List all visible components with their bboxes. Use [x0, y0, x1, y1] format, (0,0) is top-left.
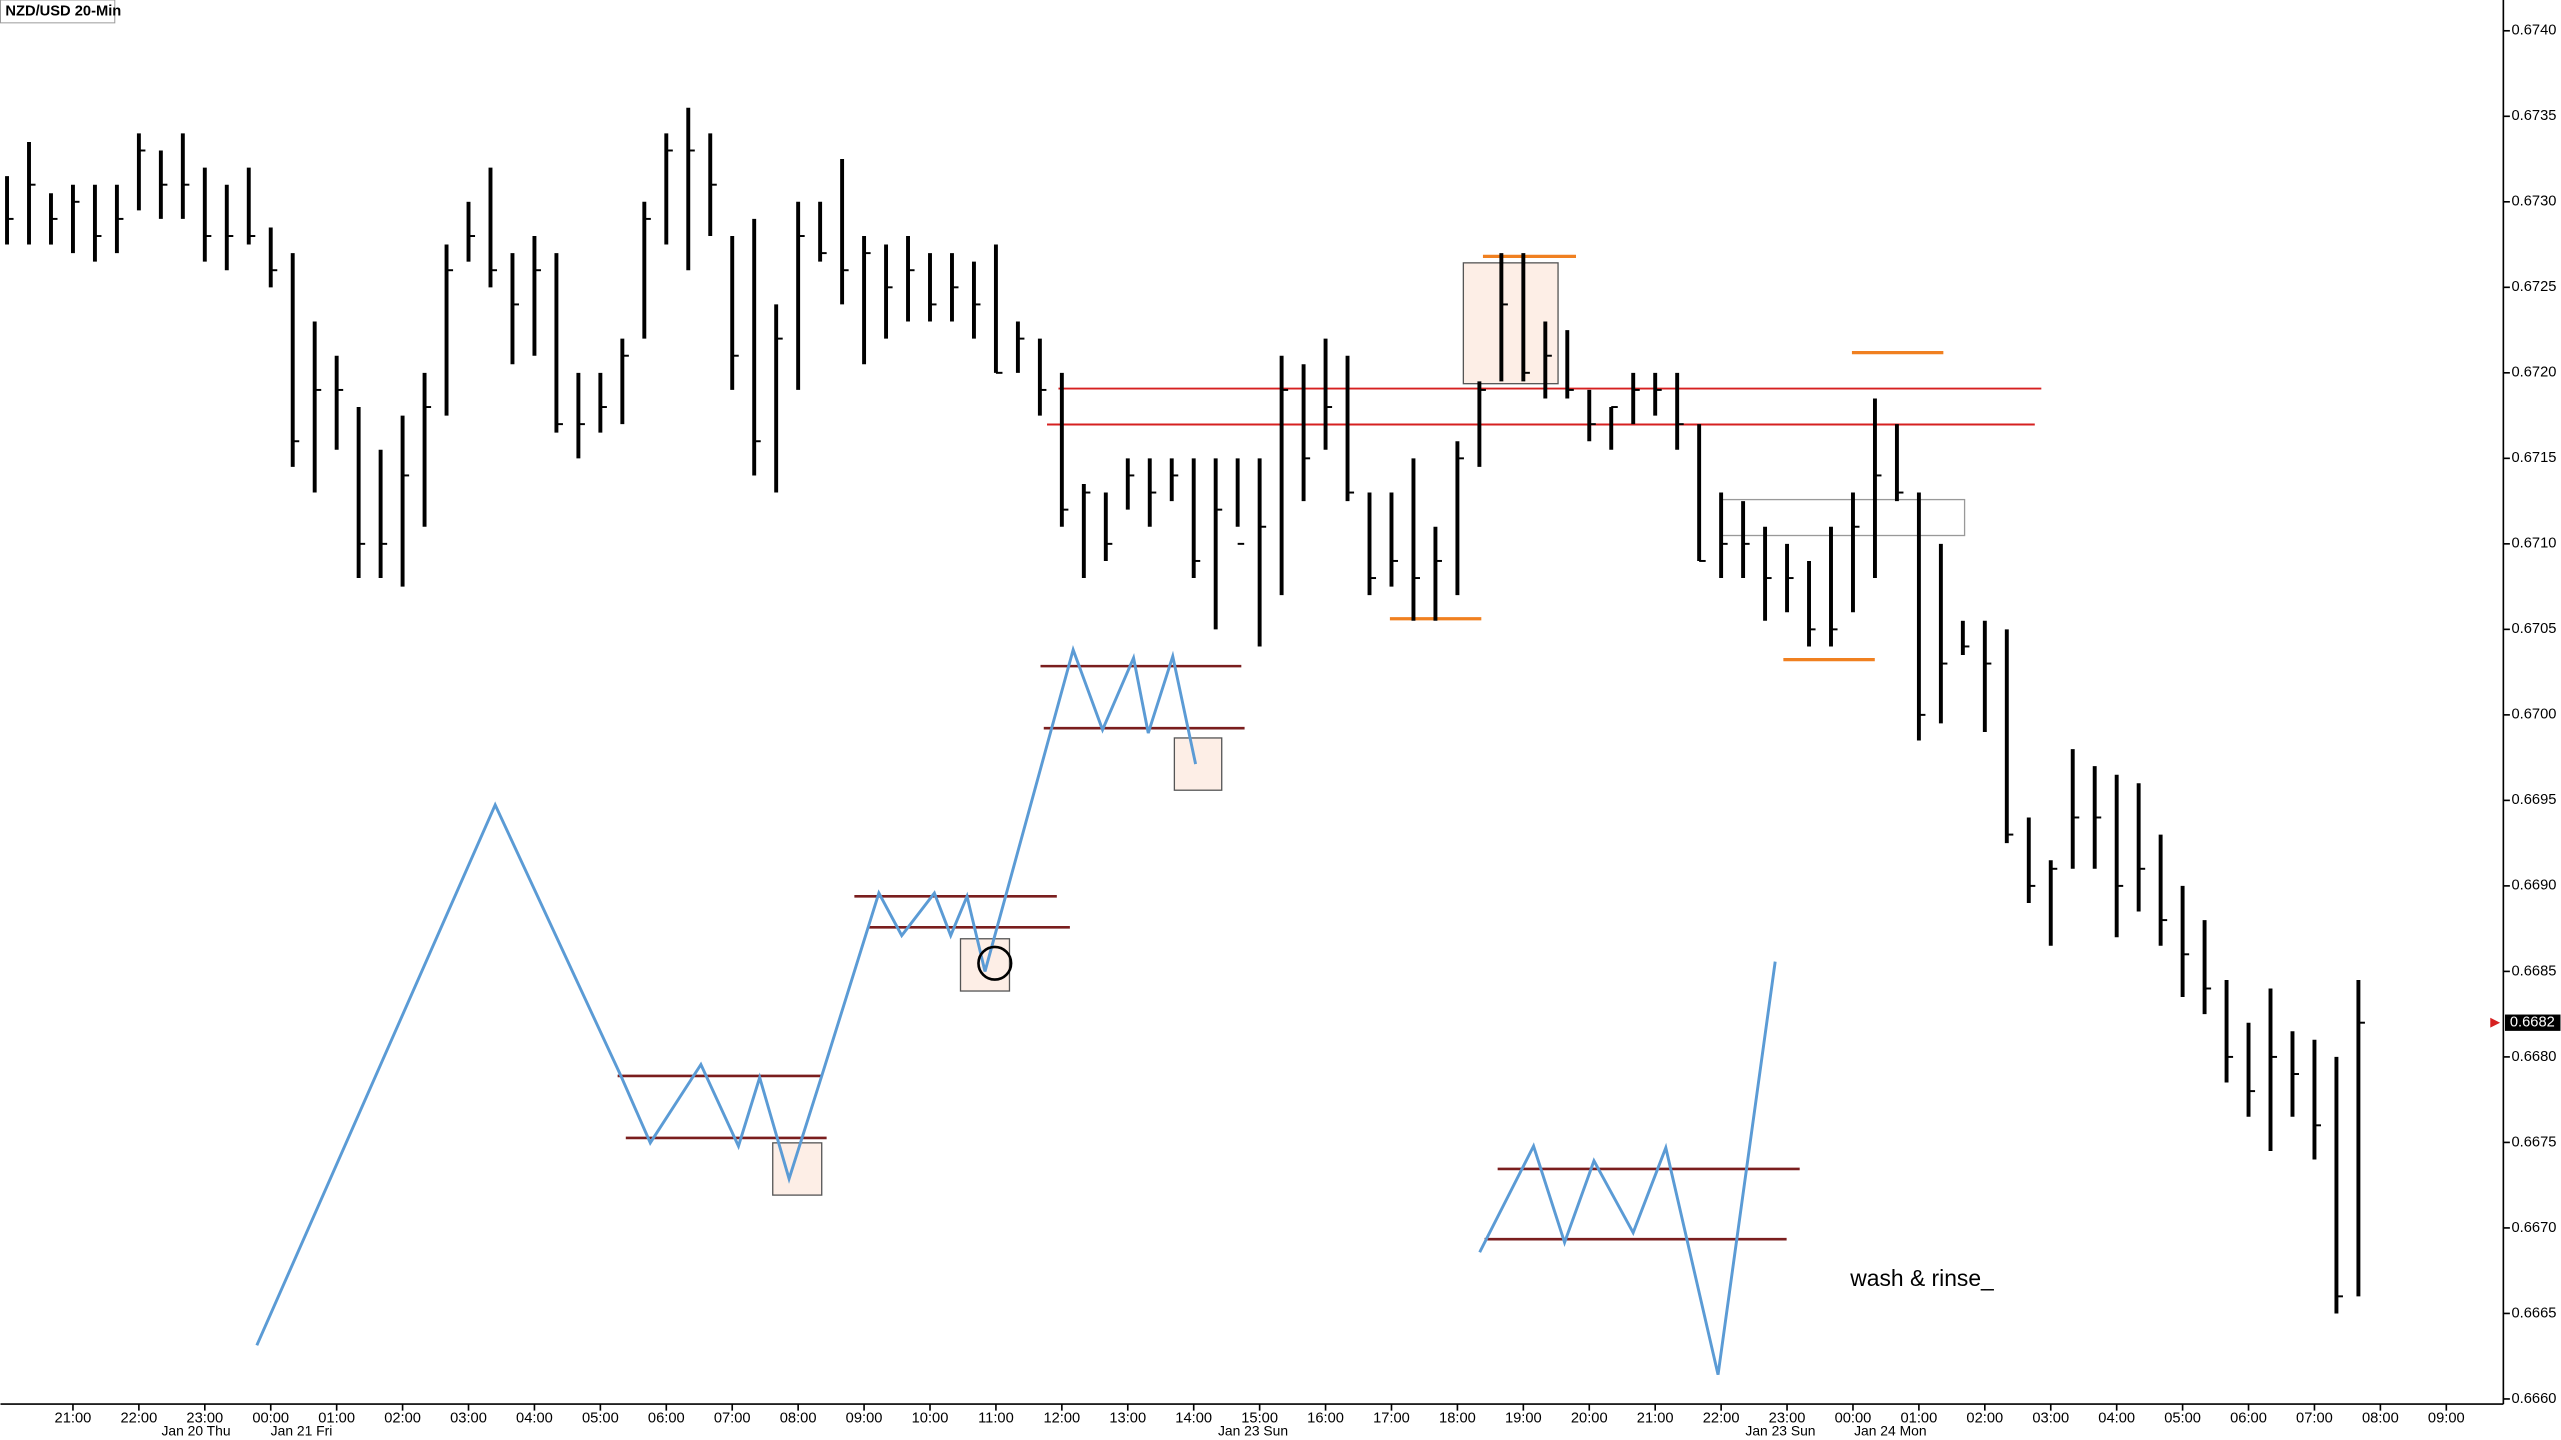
x-tick-label: 15:00	[1241, 1411, 1278, 1427]
date-label: Jan 24 Mon	[1854, 1422, 1926, 1438]
x-tick-label: 13:00	[1109, 1411, 1146, 1427]
y-tick-label: 0.6715	[2512, 450, 2557, 466]
x-tick-label: 20:00	[1571, 1411, 1608, 1427]
x-tick-label: 01:00	[318, 1411, 355, 1427]
x-tick-label: 16:00	[1307, 1411, 1344, 1427]
title-box	[0, 0, 116, 24]
sketch-path	[1478, 961, 1777, 1376]
x-tick-label: 03:00	[2032, 1411, 2069, 1427]
x-tick-label: 18:00	[1439, 1411, 1476, 1427]
y-tick-label: 0.6725	[2512, 279, 2557, 295]
date-label: Jan 23 Sun	[1218, 1422, 1288, 1438]
x-tick-label: 04:00	[2098, 1411, 2135, 1427]
y-tick-label: 0.6695	[2512, 792, 2557, 808]
x-tick-label: 23:00	[186, 1411, 223, 1427]
x-tick-label: 02:00	[384, 1411, 421, 1427]
y-tick-label: 0.6660	[2512, 1391, 2557, 1407]
x-tick-label: 22:00	[1703, 1411, 1740, 1427]
x-tick-label: 00:00	[1835, 1411, 1872, 1427]
y-tick-label: 0.6690	[2512, 878, 2557, 894]
y-tick-label: 0.6685	[2512, 963, 2557, 979]
x-tick-label: 04:00	[516, 1411, 553, 1427]
x-tick-label: 05:00	[2164, 1411, 2201, 1427]
x-tick-label: 11:00	[978, 1411, 1014, 1427]
drawings	[255, 254, 2042, 1376]
y-tick-label: 0.6710	[2512, 536, 2557, 552]
y-tick-label: 0.6735	[2512, 108, 2557, 124]
annotation: wash & rinse_	[1849, 1265, 1994, 1291]
x-tick-label: 12:00	[1043, 1411, 1080, 1427]
y-tick-label: 0.6700	[2512, 707, 2557, 723]
x-tick-label: 19:00	[1505, 1411, 1542, 1427]
x-tick-label: 22:00	[121, 1411, 158, 1427]
x-tick-label: 08:00	[2362, 1411, 2399, 1427]
x-tick-label: 08:00	[780, 1411, 817, 1427]
x-tick-label: 23:00	[1769, 1411, 1806, 1427]
chart-title: NZD/USD 20-Min	[5, 3, 121, 19]
last-price-arrow	[2490, 1017, 2501, 1028]
x-tick-label: 21:00	[55, 1411, 92, 1427]
x-tick-label: 03:00	[450, 1411, 487, 1427]
y-tick-label: 0.6720	[2512, 365, 2557, 381]
sketch-path	[255, 644, 1198, 1346]
highlight-box	[959, 938, 1011, 992]
last-price-box	[2504, 1014, 2561, 1031]
x-tick-label: 05:00	[582, 1411, 619, 1427]
x-tick-label: 06:00	[2230, 1411, 2267, 1427]
date-label: Jan 20 Thu	[161, 1422, 230, 1438]
y-tick-label: 0.6665	[2512, 1305, 2557, 1321]
x-tick-label: 01:00	[1901, 1411, 1938, 1427]
date-label: Jan 23 Sun	[1745, 1422, 1815, 1438]
x-tick-label: 09:00	[846, 1411, 883, 1427]
x-tick-label: 00:00	[252, 1411, 289, 1427]
x-tick-label: 07:00	[714, 1411, 751, 1427]
y-tick-label: 0.6680	[2512, 1049, 2557, 1065]
x-tick-label: 14:00	[1175, 1411, 1212, 1427]
highlight-box	[1173, 737, 1223, 791]
y-tick-label: 0.6705	[2512, 621, 2557, 637]
x-tick-label: 21:00	[1637, 1411, 1674, 1427]
y-tick-label: 0.6730	[2512, 194, 2557, 210]
x-tick-label: 17:00	[1373, 1411, 1410, 1427]
last-price-label: 0.6682	[2510, 1015, 2555, 1031]
x-tick-label: 09:00	[2428, 1411, 2465, 1427]
circle-marker	[977, 945, 1013, 981]
x-tick-label: 10:00	[912, 1411, 949, 1427]
x-tick-label: 07:00	[2296, 1411, 2333, 1427]
y-tick-label: 0.6740	[2512, 23, 2557, 39]
highlight-box	[1462, 262, 1559, 385]
y-tick-label: 0.6670	[2512, 1220, 2557, 1236]
x-tick-label: 02:00	[1966, 1411, 2003, 1427]
x-tick-label: 06:00	[648, 1411, 685, 1427]
y-tick-label: 0.6675	[2512, 1134, 2557, 1150]
date-label: Jan 21 Fri	[271, 1422, 333, 1438]
